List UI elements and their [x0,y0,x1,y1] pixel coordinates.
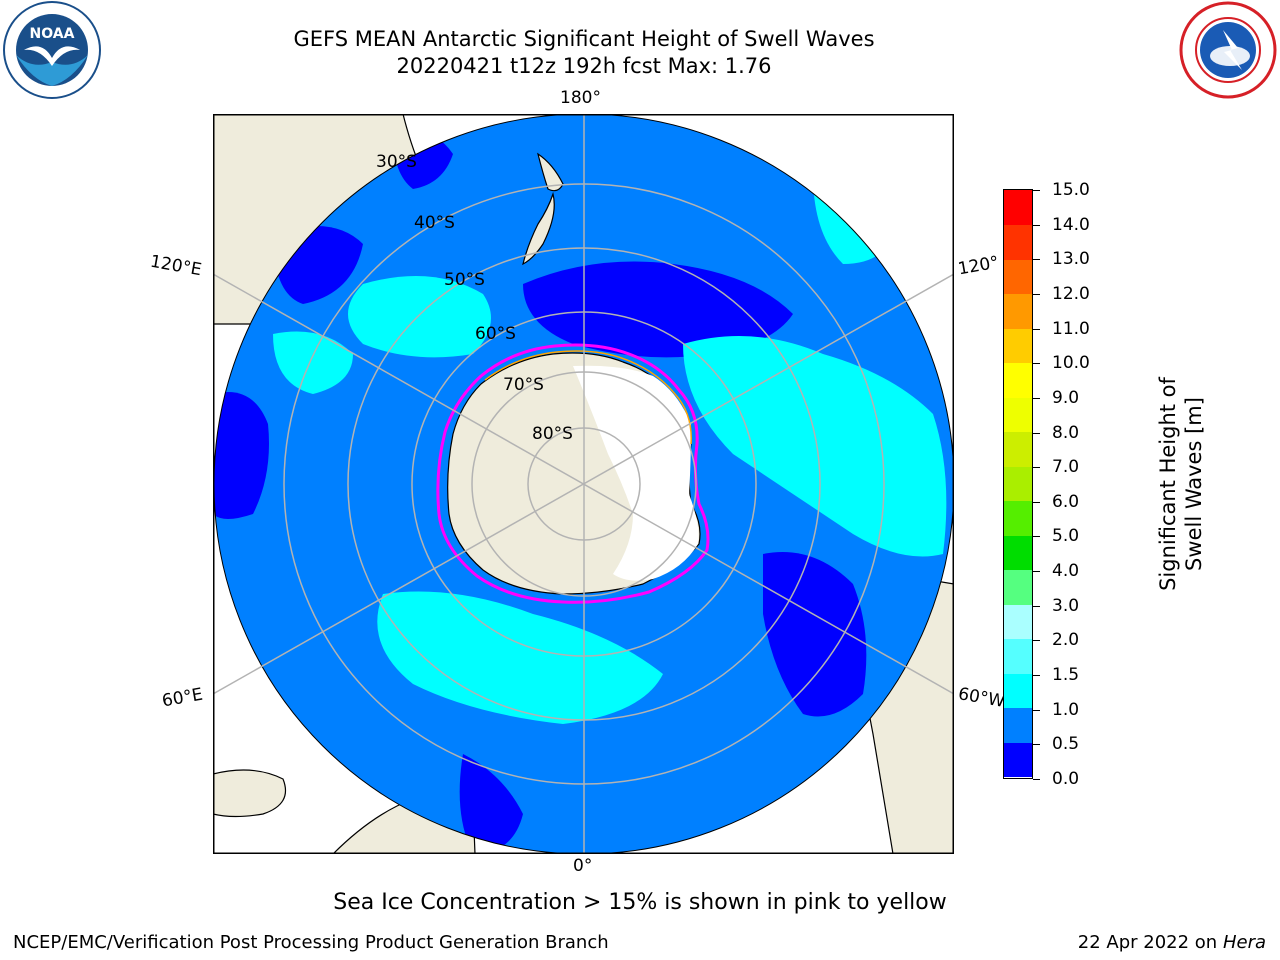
colorbar-segment [1004,638,1032,674]
colorbar-tick-label: 0.5 [1052,734,1080,755]
colorbar-tick-label: 9.0 [1052,387,1080,408]
colorbar-tick-label: 14.0 [1052,214,1090,235]
colorbar-tick-label: 0.0 [1052,769,1080,789]
colorbar-segment [1004,569,1032,605]
colorbar-segment [1004,431,1032,467]
footer-date-text: 22 Apr 2022 on [1077,932,1223,953]
lat-label-30s: 30°S [376,152,417,172]
colorbar-tick-label: 5.0 [1052,526,1080,547]
colorbar-segment [1004,604,1032,640]
ice-shelf [573,365,699,581]
colorbar-tick [1033,397,1040,399]
lon-label-180: 180° [560,88,601,108]
map-frame [213,114,954,854]
colorbar-tick-label: 12.0 [1052,283,1090,304]
colorbar-tick-label: 3.0 [1052,595,1080,616]
lon-label-0: 0° [573,856,593,876]
colorbar-tick [1033,363,1040,365]
colorbar-tick [1033,467,1040,469]
lon-label-60w: 60°W [956,684,1007,712]
sea-ice-edge [436,343,710,604]
lat-label-50s: 50°S [444,270,485,290]
footer-host: Hera [1222,932,1266,953]
colorbar-tick-label: 7.0 [1052,457,1080,478]
lat-label-60s: 60°S [475,324,516,344]
noaa-logo-text: NOAA [30,26,75,42]
colorbar-label: Significant Height of Swell Waves [m] [1156,377,1206,591]
colorbar-segment [1004,673,1032,709]
colorbar-tick [1033,501,1040,503]
colorbar-tick [1033,190,1040,191]
colorbar-tick-label: 8.0 [1052,422,1080,443]
colorbar-tick [1033,432,1040,434]
colorbar-tick [1033,571,1040,573]
colorbar-segment [1004,293,1032,329]
colorbar-tick-label: 4.0 [1052,561,1080,582]
colorbar-segment [1004,500,1032,536]
colorbar-tick-label: 11.0 [1052,318,1090,339]
colorbar-segment [1004,259,1032,295]
colorbar-segment [1004,535,1032,571]
colorbar-tick-label: 10.0 [1052,353,1090,374]
colorbar-tick [1033,536,1040,538]
colorbar-tick [1033,744,1040,746]
colorbar-segment [1004,742,1032,778]
colorbar-segment [1004,397,1032,433]
colorbar-tick-label: 13.0 [1052,249,1090,270]
colorbar [1003,189,1033,779]
colorbar-tick [1033,328,1040,330]
colorbar-tick-label: 6.0 [1052,491,1080,512]
colorbar-tick-label: 1.0 [1052,699,1080,720]
colorbar-segment [1004,707,1032,743]
colorbar-tick-label: 1.5 [1052,665,1080,686]
colorbar-segment [1004,224,1032,260]
colorbar-tick [1033,224,1040,226]
lon-label-120e: 120°E [148,251,204,281]
chart-title: GEFS MEAN Antarctic Significant Height o… [293,27,875,51]
colorbar-segment [1004,328,1032,364]
footer-credit: NCEP/EMC/Verification Post Processing Pr… [13,932,609,953]
colorbar-tick [1033,605,1040,607]
lat-label-70s: 70°S [503,375,544,395]
colorbar-tick [1033,259,1040,261]
colorbar-tick [1033,293,1040,295]
chart-subtitle: 20220421 t12z 192h fcst Max: 1.76 [396,54,772,78]
lon-label-120w: 120° [956,252,1001,280]
polar-map [213,114,954,854]
colorbar-segment [1004,466,1032,502]
colorbar-tick [1033,779,1040,780]
noaa-logo: NOAA [2,0,102,100]
colorbar-tick-label: 15.0 [1052,180,1090,200]
colorbar-segment [1004,190,1032,226]
swell-0-0.5 [214,131,867,854]
colorbar-tick [1033,640,1040,642]
lat-label-80s: 80°S [532,424,573,444]
colorbar-tick [1033,709,1040,711]
sea-ice-note: Sea Ice Concentration > 15% is shown in … [333,890,947,915]
colorbar-tick [1033,675,1040,677]
footer-date: 22 Apr 2022 on Hera [1078,932,1266,953]
new-zealand-land [522,152,564,266]
colorbar-segment [1004,362,1032,398]
colorbar-tick-label: 2.0 [1052,630,1080,651]
lon-label-60e: 60°E [160,684,205,712]
lat-label-40s: 40°S [414,213,455,233]
national-weather-service-logo [1178,0,1278,100]
